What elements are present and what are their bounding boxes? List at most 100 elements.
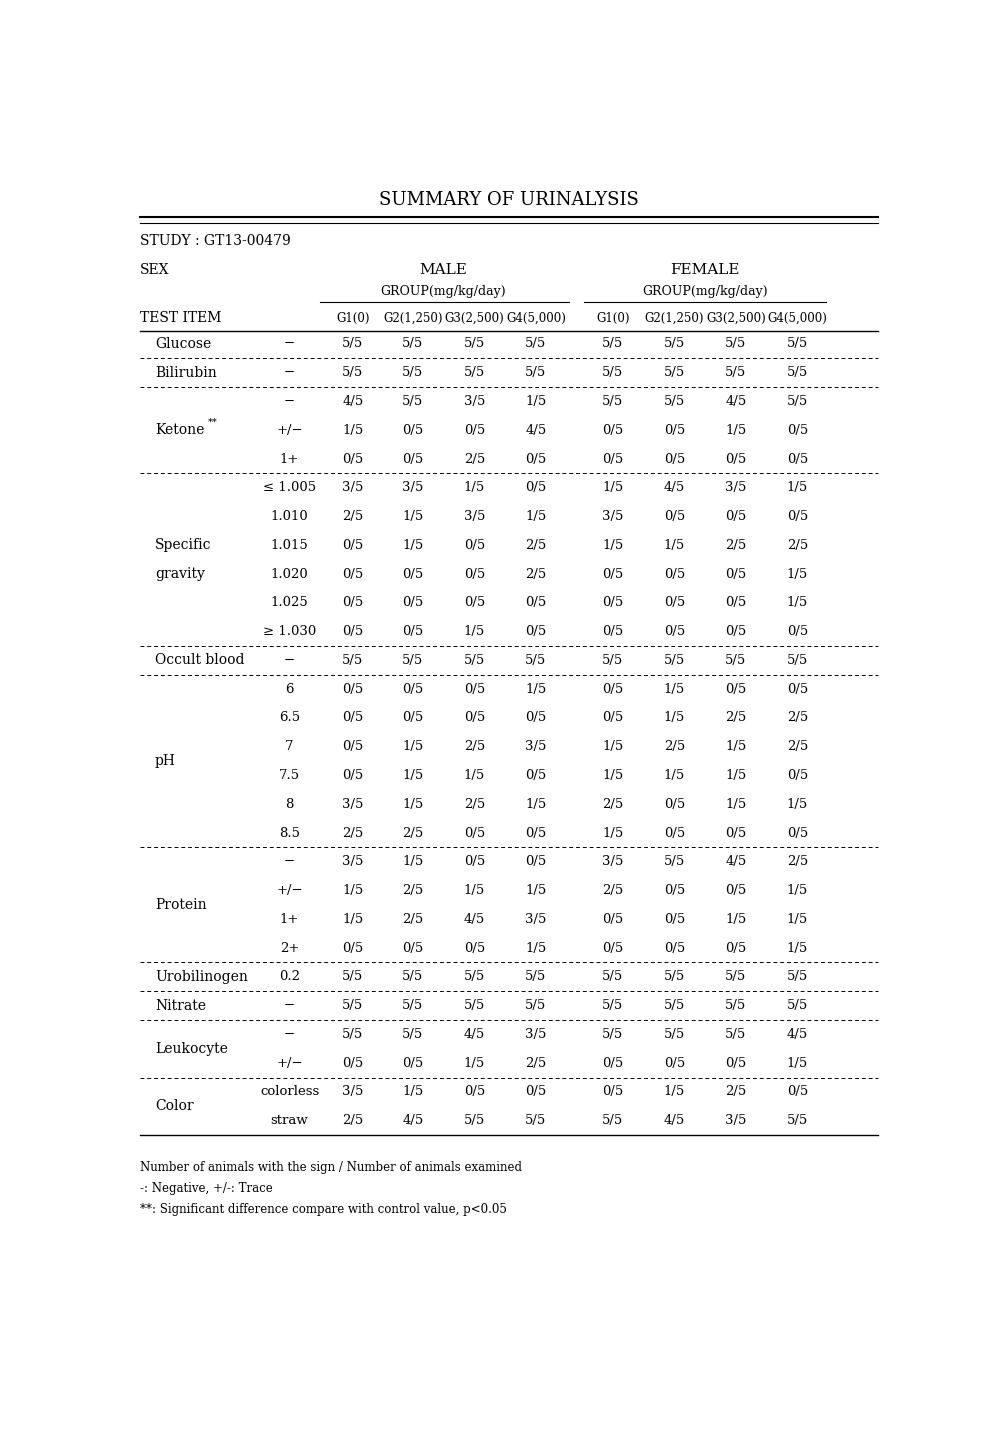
Text: 2/5: 2/5 [342,826,363,839]
Text: 0/5: 0/5 [786,453,808,466]
Text: Color: Color [155,1099,194,1114]
Text: 2/5: 2/5 [663,740,685,753]
Text: 0/5: 0/5 [342,625,363,638]
Text: 2/5: 2/5 [402,912,423,925]
Text: 1/5: 1/5 [525,941,546,954]
Text: G4(5,000): G4(5,000) [505,312,566,325]
Text: −: − [284,366,295,379]
Text: 0/5: 0/5 [786,769,808,782]
Text: 1.025: 1.025 [271,596,309,609]
Text: 5/5: 5/5 [725,366,747,379]
Text: Protein: Protein [155,898,207,912]
Text: 0/5: 0/5 [464,568,485,581]
Text: 0/5: 0/5 [663,1056,685,1069]
Text: 5/5: 5/5 [464,970,485,983]
Text: 5/5: 5/5 [402,654,423,667]
Text: 0/5: 0/5 [786,510,808,523]
Text: 0/5: 0/5 [725,826,747,839]
Text: 0/5: 0/5 [402,941,423,954]
Text: 1/5: 1/5 [602,826,624,839]
Text: Number of animals with the sign / Number of animals examined: Number of animals with the sign / Number… [139,1161,521,1174]
Text: **: Significant difference compare with control value, p<0.05: **: Significant difference compare with … [139,1203,506,1216]
Text: 5/5: 5/5 [725,654,747,667]
Text: 0/5: 0/5 [602,424,624,437]
Text: 2/5: 2/5 [725,711,747,724]
Text: −: − [284,395,295,408]
Text: 2/5: 2/5 [525,539,546,552]
Text: 4/5: 4/5 [725,395,747,408]
Text: 2+: 2+ [280,941,299,954]
Text: 0/5: 0/5 [525,826,546,839]
Text: −: − [284,999,295,1012]
Text: 0/5: 0/5 [342,596,363,609]
Text: 1/5: 1/5 [402,1085,423,1098]
Text: 1/5: 1/5 [464,625,485,638]
Text: 5/5: 5/5 [602,654,624,667]
Text: 4/5: 4/5 [725,855,747,868]
Text: 1/5: 1/5 [402,539,423,552]
Text: 2/5: 2/5 [786,539,808,552]
Text: G1(0): G1(0) [596,312,630,325]
Text: Nitrate: Nitrate [155,999,206,1013]
Text: 0/5: 0/5 [342,740,363,753]
Text: 5/5: 5/5 [602,1114,624,1127]
Text: 1/5: 1/5 [402,798,423,810]
Text: 1/5: 1/5 [663,539,685,552]
Text: 0/5: 0/5 [342,769,363,782]
Text: 0/5: 0/5 [663,798,685,810]
Text: 1/5: 1/5 [525,884,546,897]
Text: G4(5,000): G4(5,000) [768,312,827,325]
Text: 2/5: 2/5 [786,855,808,868]
Text: 5/5: 5/5 [402,338,423,351]
Text: 0/5: 0/5 [725,625,747,638]
Text: 1/5: 1/5 [663,683,685,696]
Text: 0/5: 0/5 [402,1056,423,1069]
Text: 1/5: 1/5 [525,798,546,810]
Text: 5/5: 5/5 [464,999,485,1012]
Text: pH: pH [155,754,176,769]
Text: Occult blood: Occult blood [155,654,244,667]
Text: 3/5: 3/5 [342,798,363,810]
Text: 3/5: 3/5 [602,855,624,868]
Text: 5/5: 5/5 [464,338,485,351]
Text: 1/5: 1/5 [602,481,624,494]
Text: 0/5: 0/5 [464,826,485,839]
Text: 5/5: 5/5 [525,366,546,379]
Text: 0/5: 0/5 [602,941,624,954]
Text: 1/5: 1/5 [602,539,624,552]
Text: 3/5: 3/5 [725,481,747,494]
Text: 3/5: 3/5 [342,1085,363,1098]
Text: 1/5: 1/5 [342,884,363,897]
Text: 5/5: 5/5 [602,338,624,351]
Text: 1+: 1+ [280,453,299,466]
Text: 5/5: 5/5 [402,999,423,1012]
Text: 0/5: 0/5 [525,596,546,609]
Text: 0/5: 0/5 [342,453,363,466]
Text: 0/5: 0/5 [602,1056,624,1069]
Text: 0/5: 0/5 [786,683,808,696]
Text: 2/5: 2/5 [725,539,747,552]
Text: 5/5: 5/5 [786,338,808,351]
Text: 0/5: 0/5 [602,453,624,466]
Text: 0/5: 0/5 [602,683,624,696]
Text: 0/5: 0/5 [663,625,685,638]
Text: ≤ 1.005: ≤ 1.005 [263,481,316,494]
Text: 8.5: 8.5 [279,826,300,839]
Text: 5/5: 5/5 [663,855,685,868]
Text: 0/5: 0/5 [663,596,685,609]
Text: 4/5: 4/5 [464,912,485,925]
Text: +/−: +/− [276,1056,303,1069]
Text: 5/5: 5/5 [602,395,624,408]
Text: 2/5: 2/5 [786,711,808,724]
Text: 1/5: 1/5 [342,912,363,925]
Text: 5/5: 5/5 [525,654,546,667]
Text: 5/5: 5/5 [786,395,808,408]
Text: −: − [284,654,295,667]
Text: 6.5: 6.5 [279,711,300,724]
Text: MALE: MALE [420,263,468,277]
Text: straw: straw [271,1114,309,1127]
Text: 5/5: 5/5 [464,1114,485,1127]
Text: 3/5: 3/5 [525,912,546,925]
Text: 2/5: 2/5 [602,798,624,810]
Text: 0/5: 0/5 [464,683,485,696]
